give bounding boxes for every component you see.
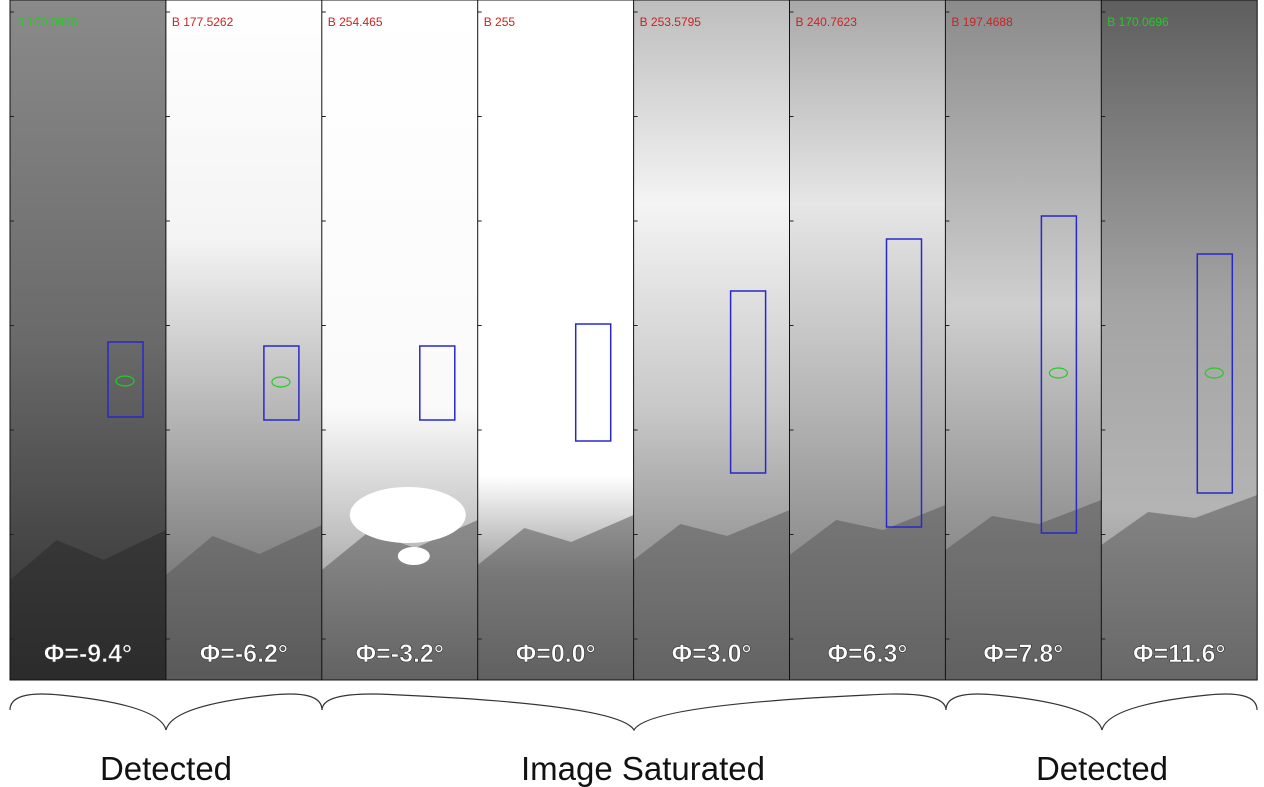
brace xyxy=(945,693,1258,731)
image-panel: B 197.4688 Φ=7.8° xyxy=(944,0,1102,680)
detection-box xyxy=(574,323,612,442)
detection-box xyxy=(263,345,300,421)
brightness-label: B 177.5262 xyxy=(172,15,234,29)
angle-label: Φ=6.3° xyxy=(828,640,908,668)
mountains xyxy=(10,530,166,680)
detected-sun xyxy=(1048,367,1069,379)
brightness-label: B 253.5795 xyxy=(640,15,702,29)
image-panel: B 254.465 Φ=-3.2° xyxy=(321,0,478,680)
brightness-label: B 170.0696 xyxy=(1107,15,1169,29)
sun-glare xyxy=(349,487,466,543)
angle-label: Φ=-9.4° xyxy=(44,640,132,668)
group-label: Image Saturated xyxy=(521,750,765,787)
detection-box xyxy=(1196,253,1234,494)
group-label: Detected xyxy=(1036,750,1168,787)
brace xyxy=(321,693,947,732)
brightness-label: B 100.0966 xyxy=(16,15,78,29)
mountains xyxy=(321,520,478,680)
angle-label: Φ=11.6° xyxy=(1133,640,1225,668)
brace xyxy=(9,693,323,731)
angle-label: Φ=7.8° xyxy=(983,640,1063,668)
group-label: Detected xyxy=(100,750,232,787)
sun-glare xyxy=(397,547,430,565)
mountains xyxy=(1101,495,1258,680)
figure-border xyxy=(9,0,1258,681)
image-panel: B 240.7623 Φ=6.3° xyxy=(789,0,946,680)
angle-label: Φ=0.0° xyxy=(516,640,596,668)
mountains xyxy=(945,500,1102,680)
detected-sun xyxy=(271,376,291,388)
angle-label: Φ=3.0° xyxy=(672,640,752,668)
detection-box xyxy=(885,238,923,528)
brightness-label: B 254.465 xyxy=(328,15,383,29)
detection-box xyxy=(419,345,456,421)
mountains xyxy=(477,515,634,680)
brightness-label: B 197.4688 xyxy=(951,15,1013,29)
brightness-label: B 240.7623 xyxy=(796,15,858,29)
angle-label: Φ=-3.2° xyxy=(356,640,444,668)
image-panel: B 255 Φ=0.0° xyxy=(477,0,634,680)
image-panel: B 177.5262 Φ=-6.2° xyxy=(165,0,322,680)
detection-box xyxy=(1040,215,1078,534)
image-panel: B 253.5795 Φ=3.0° xyxy=(633,0,790,680)
mountains xyxy=(633,510,790,680)
image-panel: B 170.0696 Φ=11.6° xyxy=(1100,0,1258,680)
detection-box xyxy=(729,290,767,474)
mountains xyxy=(165,525,322,680)
image-panel: B 100.0966 Φ=-9.4° xyxy=(9,0,166,680)
detected-sun xyxy=(1204,367,1224,379)
mountains xyxy=(789,505,946,680)
detected-sun xyxy=(115,375,135,387)
brightness-label: B 255 xyxy=(484,15,516,29)
detection-box xyxy=(107,341,144,418)
angle-label: Φ=-6.2° xyxy=(200,640,288,668)
